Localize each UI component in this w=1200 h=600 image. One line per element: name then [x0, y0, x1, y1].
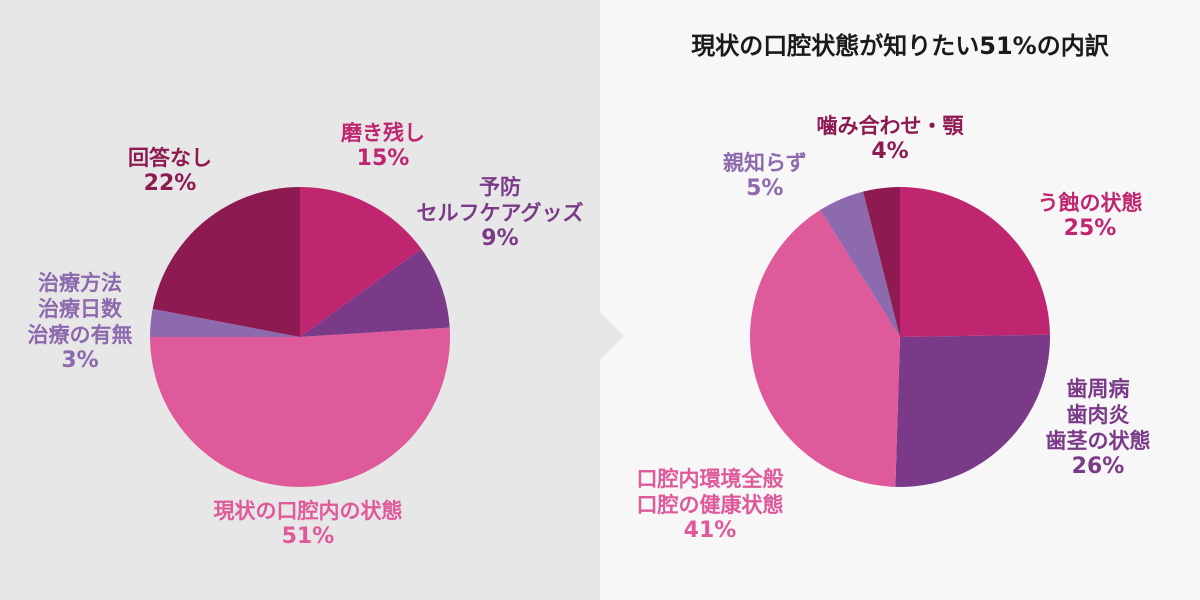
right-pie-slice-2 — [750, 209, 900, 487]
left-pie-label-3-text-2: 治療の有無 — [27, 323, 133, 347]
right-pie-label-4-text-0: 噛み合わせ・顎 — [816, 114, 964, 138]
arrow-divider — [600, 312, 624, 360]
right-pie-label-2: 口腔内環境全般 口腔の健康状態 41% — [637, 466, 784, 544]
right-pie-label-1-percent: 26% — [1071, 454, 1125, 479]
right-pie-label-0-text-0: う蝕の状態 — [1037, 191, 1143, 215]
left-pie-label-3-percent: 3% — [61, 348, 99, 373]
right-pie-label-4: 噛み合わせ・顎 4% — [817, 113, 964, 165]
left-pie-slice-3 — [150, 308, 300, 337]
right-pie-label-4-percent: 4% — [871, 139, 909, 164]
left-pie-label-4: 回答なし 22% — [128, 145, 212, 197]
right-pie-label-0-percent: 25% — [1063, 216, 1117, 241]
right-pie-label-1-text-1: 歯肉炎 — [1066, 403, 1130, 427]
right-pie-label-3-percent: 5% — [746, 176, 784, 201]
left-pie-label-4-text-0: 回答なし — [128, 146, 212, 170]
right-pie-label-1-text-2: 歯茎の状態 — [1045, 429, 1151, 453]
right-pie-slice-3 — [820, 191, 900, 337]
left-pie-label-2-percent: 51% — [281, 524, 335, 549]
left-pie-label-0: 磨き残し 15% — [341, 120, 425, 172]
left-pie-slice-4 — [152, 187, 300, 337]
right-pie-label-1: 歯周病 歯肉炎 歯茎の状態 26% — [1046, 376, 1151, 480]
left-pie-label-1-text-0: 予防 — [478, 175, 521, 199]
left-pie-label-4-percent: 22% — [143, 171, 197, 196]
right-pie-label-2-percent: 41% — [683, 518, 737, 543]
left-pie-label-1-percent: 9% — [481, 226, 519, 251]
right-pie-label-3: 親知らず 5% — [723, 150, 807, 202]
left-pie-slice-1 — [300, 248, 450, 337]
right-pie-label-2-text-1: 口腔の健康状態 — [636, 493, 784, 517]
right-chart-title: 現状の口腔状態が知りたい51%の内訳 — [691, 32, 1109, 60]
left-pie-label-2: 現状の口腔内の状態 51% — [214, 498, 403, 550]
right-pie-label-1-text-0: 歯周病 — [1066, 377, 1130, 401]
left-pie-label-3-text-0: 治療方法 — [38, 271, 122, 295]
right-pie-slice-0 — [900, 187, 1050, 337]
left-pie-label-1: 予防 セルフケアグッズ 9% — [417, 174, 584, 252]
right-pie-slice-1 — [895, 334, 1050, 487]
left-pie-label-3-text-1: 治療日数 — [38, 297, 122, 321]
right-pie-label-2-text-0: 口腔内環境全般 — [636, 467, 784, 491]
right-pie-label-0: う蝕の状態 25% — [1038, 190, 1143, 242]
left-pie-label-0-text-0: 磨き残し — [341, 121, 425, 145]
right-pie-label-3-text-0: 親知らず — [723, 151, 807, 175]
left-pie-slice-2 — [150, 327, 450, 487]
right-pie — [750, 187, 1050, 487]
left-pie — [150, 187, 450, 487]
left-pie-label-0-percent: 15% — [356, 146, 410, 171]
left-pie-label-1-text-1: セルフケアグッズ — [416, 201, 584, 225]
left-pie-slice-0 — [300, 187, 422, 337]
left-pie-label-2-text-0: 現状の口腔内の状態 — [213, 499, 403, 523]
left-pie-label-3: 治療方法 治療日数 治療の有無 3% — [28, 270, 133, 374]
right-pie-slice-4 — [863, 187, 900, 337]
